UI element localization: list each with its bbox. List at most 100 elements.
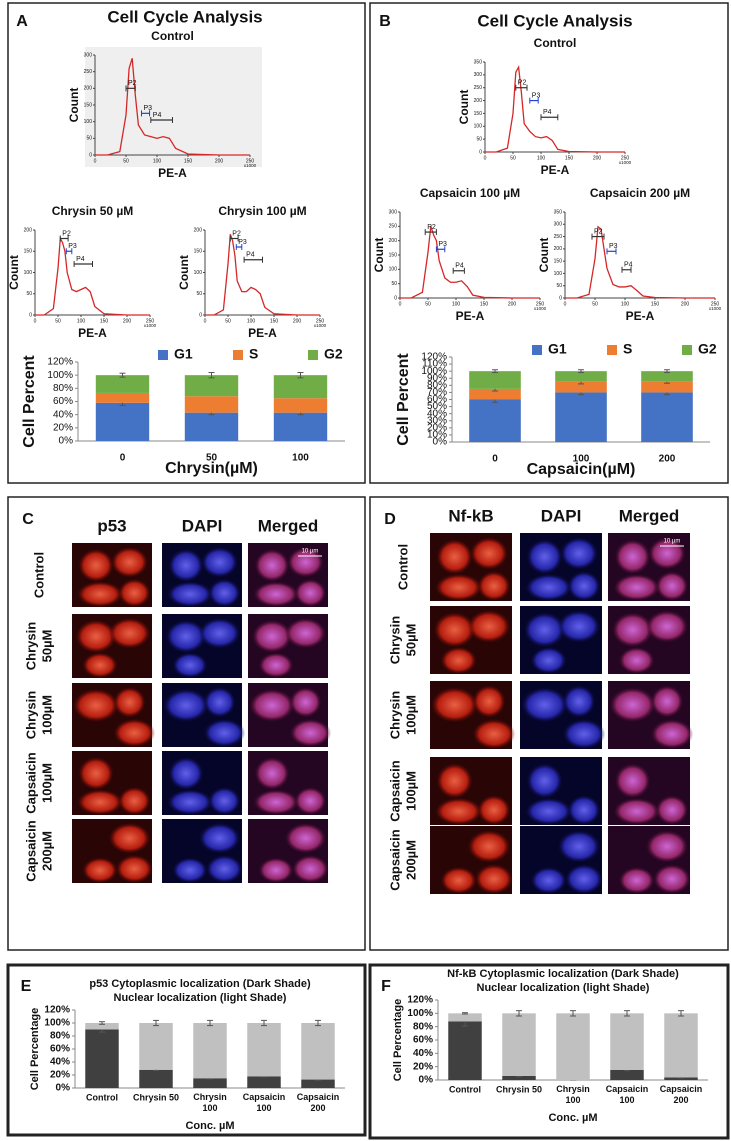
cell <box>165 619 207 654</box>
bar-segment <box>448 1021 482 1080</box>
y-tick-label: 250 <box>389 224 398 230</box>
x-tick-label: Capsaicin 100 <box>606 1084 649 1105</box>
bar-segment <box>85 1029 119 1088</box>
cell <box>73 688 119 723</box>
y-axis-label: Cell Percent <box>21 355 38 448</box>
panel-heading: Cell Cycle Analysis <box>477 11 632 30</box>
plot-background <box>85 47 262 167</box>
gate-label: P4 <box>455 263 464 270</box>
x-tick-label: 250 <box>711 301 720 307</box>
y-tick-label: 100 <box>389 267 398 273</box>
legend-label: G2 <box>698 341 717 357</box>
y-tick-label: 10% <box>427 430 447 441</box>
histogram-line <box>35 236 150 316</box>
bar-segment <box>273 375 328 399</box>
cell <box>565 864 603 894</box>
x-tick-label: 250 <box>246 158 255 164</box>
panel-frame <box>369 2 729 484</box>
x-tick-label: 100 <box>621 301 630 307</box>
y-axis-label: Cell Percentage <box>392 999 404 1082</box>
y-tick-label: 200 <box>554 246 563 252</box>
cell <box>472 719 516 749</box>
cell <box>77 581 123 607</box>
cell <box>521 687 569 723</box>
chart-title: Nf-kB Cytoplasmic localization (Dark Sha… <box>447 968 679 980</box>
y-tick-label: 80% <box>50 1031 70 1042</box>
x-tick-label: 100 <box>537 155 546 161</box>
cell <box>287 546 324 578</box>
y-tick-label: 0 <box>559 295 562 301</box>
y-tick-label: 20% <box>50 1070 70 1081</box>
y-tick-label: 120% <box>407 995 433 1006</box>
y-tick-label: 150 <box>84 102 93 108</box>
y-tick-label: 350 <box>474 59 483 65</box>
legend-label: G2 <box>324 346 343 362</box>
bar-segment <box>193 1078 227 1088</box>
y-tick-label: 70% <box>427 387 447 398</box>
cell <box>613 573 661 602</box>
cell <box>477 571 511 601</box>
y-tick-label: 50% <box>427 401 447 412</box>
x-tick-label: Control <box>449 1084 481 1094</box>
y-tick-label: 150 <box>474 111 483 117</box>
x-scale-label: x1000 <box>244 163 257 168</box>
cell <box>249 688 295 723</box>
cell <box>435 797 483 826</box>
y-axis-label: Cell Percentage <box>29 1008 41 1091</box>
gate-label: P3 <box>609 243 618 250</box>
x-tick-label: 0 <box>34 318 37 324</box>
x-tick-label: 50 <box>225 318 231 324</box>
cell <box>650 685 684 718</box>
y-tick-label: 40% <box>413 1048 433 1059</box>
cell <box>530 646 567 675</box>
y-tick-label: 0% <box>433 437 448 448</box>
row-label: 200µM <box>39 831 54 871</box>
bar-segment <box>469 371 521 389</box>
cell <box>253 789 299 815</box>
y-tick-label: 80% <box>427 380 447 391</box>
x-tick-label: 150 <box>270 318 279 324</box>
cell <box>203 718 246 747</box>
row-label: Control <box>395 544 410 590</box>
x-axis-label: PE-A <box>78 326 107 340</box>
x-tick-label: 50 <box>55 318 61 324</box>
y-axis-label: Count <box>7 255 21 290</box>
panel-frame <box>6 963 367 1137</box>
y-axis-label: Count <box>177 255 191 290</box>
legend-swatch <box>607 345 617 355</box>
chart-title: Capsaicin 200 µM <box>590 186 690 200</box>
y-tick-label: 100 <box>84 119 93 125</box>
bar-segment <box>247 1076 281 1088</box>
cell <box>655 571 689 601</box>
legend-swatch <box>682 345 692 355</box>
cell <box>284 822 327 854</box>
x-axis-label: PE-A <box>158 166 187 180</box>
row-label: 100µM <box>403 771 418 811</box>
y-axis-label: Count <box>67 88 81 123</box>
y-tick-label: 100% <box>44 1018 70 1029</box>
x-tick-label: 0 <box>94 158 97 164</box>
bar-segment <box>184 396 239 413</box>
legend-swatch <box>308 350 318 360</box>
cell <box>530 866 567 895</box>
cell <box>251 619 293 654</box>
gate-label: P3 <box>144 105 153 112</box>
x-tick-label: Chrysin 100 <box>556 1084 590 1105</box>
y-tick-label: 40% <box>50 1057 70 1068</box>
cell <box>567 795 601 825</box>
gate-label: P2 <box>594 228 603 235</box>
y-tick-label: 100 <box>194 270 203 276</box>
cell <box>560 537 598 570</box>
x-tick-label: 150 <box>184 158 193 164</box>
cell <box>477 795 511 825</box>
cell <box>253 581 299 607</box>
cell <box>562 685 596 718</box>
legend-label: G1 <box>548 341 567 357</box>
scale-bar-label: 10 µm <box>302 549 319 555</box>
y-tick-label: 120% <box>47 357 73 368</box>
bar-segment <box>610 1013 644 1070</box>
x-tick-label: Chrysin 50 <box>133 1092 179 1102</box>
y-tick-label: 200 <box>389 238 398 244</box>
x-tick-label: 200 <box>123 318 132 324</box>
x-tick-label: 0 <box>399 301 402 307</box>
